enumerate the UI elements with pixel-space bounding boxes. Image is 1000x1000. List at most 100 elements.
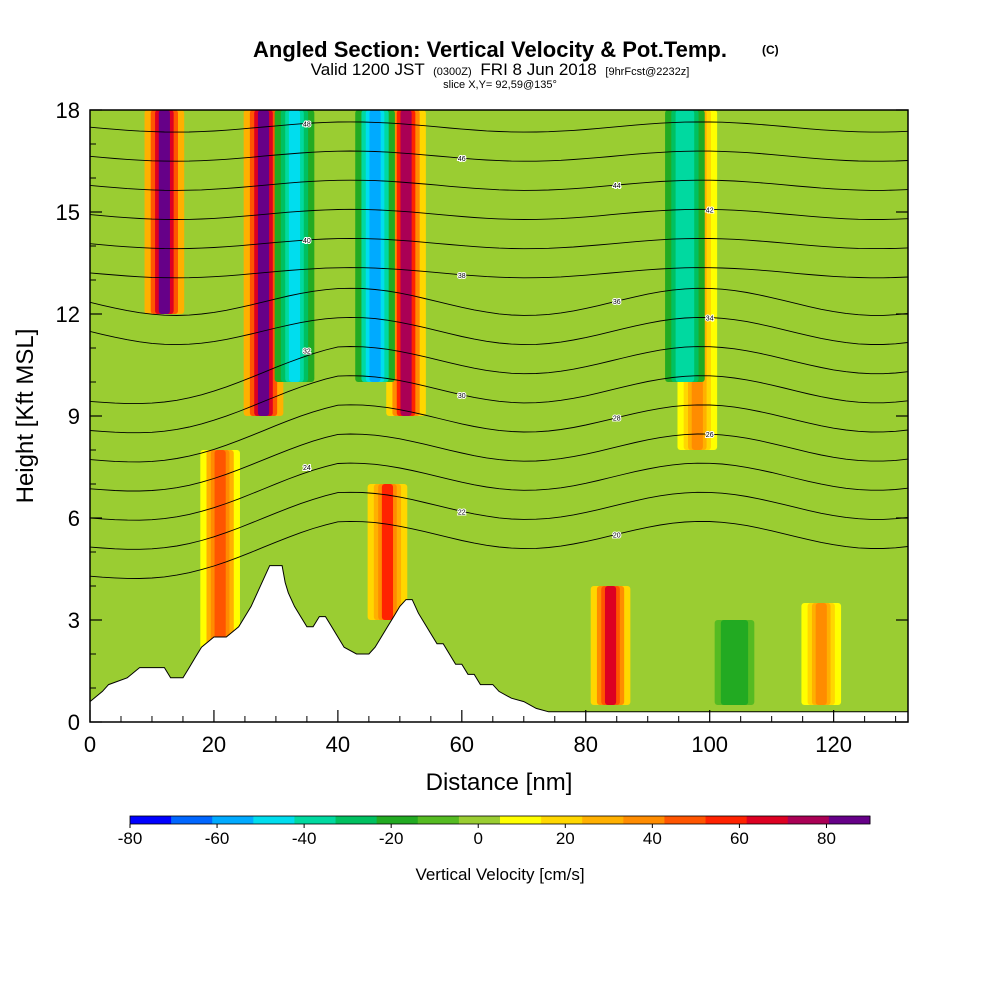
theta-contour-label: 22 [458, 509, 466, 516]
theta-contour-label: 24 [303, 465, 311, 472]
colorbar-label: 40 [643, 829, 662, 848]
theta-contour-label: 40 [303, 238, 311, 245]
y-tick-label: 6 [68, 506, 80, 531]
colorbar-label: -60 [205, 829, 230, 848]
terrain-mask [90, 565, 908, 722]
y-tick-label: 12 [56, 302, 80, 327]
colorbar-label: -40 [292, 829, 317, 848]
theta-contour-label: 26 [706, 432, 714, 439]
theta-contour-42 [90, 208, 908, 220]
x-tick-label: 100 [691, 732, 728, 757]
subtitle-date: FRI 8 Jun 2018 [480, 60, 596, 79]
colorbar-swatch [705, 816, 748, 824]
velocity-column-10-band-3 [679, 110, 691, 382]
y-tick-label: 3 [68, 608, 80, 633]
colorbar-label: 60 [730, 829, 749, 848]
theta-contour-40 [90, 238, 908, 250]
colorbar: -80 -60 -40 -20 0 20 40 60 80 [118, 815, 871, 848]
velocity-column-4-band-3 [400, 110, 412, 416]
theta-contour-48 [90, 121, 908, 133]
colorbar-swatch [376, 816, 419, 824]
potential-temperature-contours: 48 46 44 42 40 38 36 34 32 30 28 26 24 22 20 [90, 120, 908, 579]
velocity-column-1-band-3 [214, 450, 226, 654]
colorbar-swatch [294, 816, 337, 824]
theta-contour-label: 38 [458, 273, 466, 280]
theta-contour-label: 42 [706, 207, 714, 214]
theta-contour-20 [90, 520, 908, 579]
subtitle-valid: Valid 1200 JST [311, 60, 425, 79]
velocity-column-0-band-3 [158, 110, 170, 314]
velocity-column-9-band-3 [369, 110, 381, 382]
colorbar-swatch [458, 816, 501, 824]
colorbar-swatch [500, 816, 542, 824]
theta-contour-label: 20 [613, 532, 621, 539]
theta-contour-label: 44 [613, 183, 621, 190]
theta-contour-label: 34 [706, 316, 714, 323]
theta-contour-38 [90, 267, 908, 279]
colorbar-label: -80 [118, 829, 143, 848]
theta-contour-22 [90, 491, 908, 550]
colorbar-swatch [130, 816, 172, 824]
colorbar-swatch [828, 816, 871, 824]
colorbar-swatch [623, 816, 665, 824]
theta-contour-label: 36 [613, 299, 621, 306]
colorbar-swatch [541, 816, 583, 824]
theta-contour-32 [90, 346, 908, 405]
velocity-column-3-band-3 [381, 484, 394, 620]
x-tick-label: 20 [202, 732, 226, 757]
y-tick-label: 15 [56, 200, 80, 225]
colorbar-swatch [664, 816, 707, 824]
theta-contour-34 [90, 316, 908, 346]
theta-contour-26 [90, 433, 908, 492]
chart-title: Angled Section: Vertical Velocity & Pot.… [253, 37, 727, 62]
colorbar-swatch [212, 816, 254, 824]
y-axis-title: Height [Kft MSL] [12, 329, 39, 504]
colorbar-swatch [253, 816, 295, 824]
y-tick-label: 9 [68, 404, 80, 429]
theta-contour-36 [90, 287, 908, 316]
subtitle-utc: (0300Z) [433, 66, 472, 78]
subtitle-forecast: [9hrFcst@2232z] [605, 66, 689, 78]
x-tick-label: 80 [574, 732, 598, 757]
colorbar-label: 20 [556, 829, 575, 848]
slice-label: slice X,Y= 92,59@135° [443, 79, 557, 91]
velocity-column-7-band-3 [815, 603, 827, 705]
colorbar-swatch [335, 816, 378, 824]
chart-subtitle: Valid 1200 JST (0300Z) FRI 8 Jun 2018 [9… [311, 60, 690, 79]
theta-contour-label: 48 [303, 121, 311, 128]
velocity-column-8-band-3 [288, 110, 301, 382]
y-tick-label: 18 [56, 98, 80, 123]
colorbar-swatch [787, 816, 830, 824]
velocity-column-11-band-3 [728, 620, 741, 705]
x-tick-label: 120 [815, 732, 852, 757]
x-tick-label: 40 [326, 732, 350, 757]
velocity-column-5-band-3 [604, 586, 617, 705]
theta-contour-label: 30 [458, 393, 466, 400]
y-tick-label: 0 [68, 710, 80, 735]
theta-contour-24 [90, 462, 908, 521]
colorbar-frame [129, 815, 871, 825]
theta-contour-28 [90, 404, 908, 463]
theta-contour-label: 46 [458, 156, 466, 163]
x-axis: 0 20 40 60 80 100 120 [84, 710, 897, 757]
colorbar-swatch [171, 816, 213, 824]
colorbar-label: 80 [817, 829, 836, 848]
chart-title-mark: (C) [762, 43, 779, 57]
x-axis-title: Distance [nm] [426, 769, 573, 796]
x-tick-label: 60 [450, 732, 474, 757]
colorbar-label: 0 [474, 829, 483, 848]
colorbar-swatch [417, 816, 460, 824]
colorbar-swatch [746, 816, 789, 824]
theta-contour-44 [90, 179, 908, 191]
colorbar-label: -20 [379, 829, 404, 848]
colorbar-swatch [582, 816, 624, 824]
colorbar-title: Vertical Velocity [cm/s] [415, 865, 584, 884]
theta-contour-30 [90, 375, 908, 434]
theta-contour-label: 28 [613, 416, 621, 423]
theta-contour-46 [90, 150, 908, 162]
plot-area: 48 46 44 42 40 38 36 34 32 30 28 26 24 22 20 [90, 110, 908, 722]
x-tick-label: 0 [84, 732, 96, 757]
velocity-column-2-band-3 [257, 110, 270, 416]
